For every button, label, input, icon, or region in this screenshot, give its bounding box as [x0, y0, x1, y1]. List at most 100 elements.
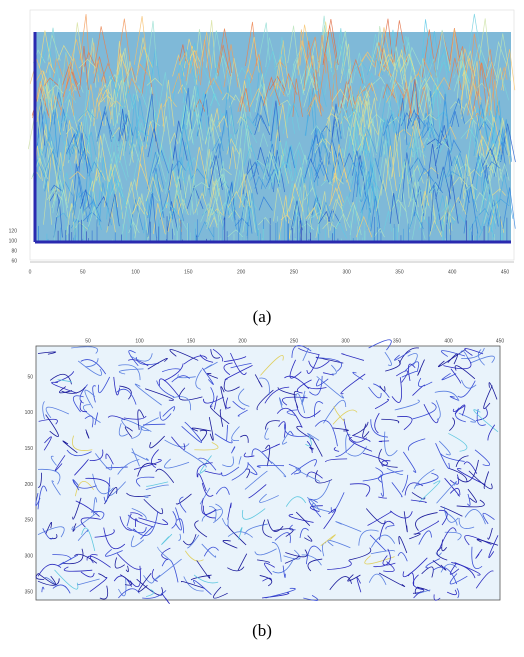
contour-line	[89, 554, 98, 564]
contour-line	[262, 519, 272, 538]
mesh-line	[36, 147, 47, 167]
contour-line	[487, 424, 496, 441]
contour-line	[440, 563, 458, 573]
contour-line	[341, 353, 365, 361]
mesh-line	[293, 167, 305, 191]
mesh-line	[499, 119, 513, 162]
mesh-line	[421, 112, 436, 141]
y-tick-label: 150	[25, 446, 34, 452]
contour-line	[119, 516, 135, 531]
contour-line	[196, 462, 213, 478]
mesh-line	[163, 96, 177, 108]
contour-line	[323, 399, 347, 424]
contour-line	[403, 511, 408, 533]
mesh-line	[354, 61, 367, 70]
mesh-line	[82, 114, 91, 158]
contour-line	[384, 431, 398, 457]
contour-line	[183, 449, 207, 468]
mesh-line	[423, 137, 434, 145]
mesh-line	[449, 27, 461, 62]
mesh-line	[316, 134, 329, 175]
contour-line	[225, 397, 231, 409]
mesh-line	[450, 155, 464, 180]
contour-line	[454, 404, 466, 416]
mesh-line	[324, 64, 337, 96]
mesh-line	[316, 138, 331, 146]
mesh-line	[475, 139, 485, 158]
mesh-line	[285, 146, 295, 169]
mesh-line	[290, 200, 303, 231]
contour-line	[316, 357, 342, 372]
mesh-line	[321, 125, 331, 133]
mesh-line	[186, 101, 203, 151]
contour-line	[401, 474, 409, 493]
contour-line	[347, 574, 361, 582]
contour-line	[383, 561, 395, 573]
mesh-line	[479, 174, 496, 213]
contour-line	[231, 426, 240, 442]
mesh-line	[405, 141, 414, 152]
mesh-line	[482, 88, 494, 128]
contour-line	[182, 534, 197, 546]
contour-line	[45, 406, 70, 419]
mesh-line	[44, 110, 58, 158]
mesh-line	[313, 197, 324, 219]
contour-line	[161, 592, 170, 604]
mesh-line	[443, 195, 453, 231]
mesh-line	[62, 51, 74, 84]
contour-line	[304, 535, 313, 542]
mesh-line	[239, 173, 251, 208]
contour-line	[365, 508, 386, 525]
contour-line	[157, 546, 172, 562]
mesh-line	[109, 88, 119, 124]
contour-line	[434, 390, 460, 402]
contour-line	[164, 458, 190, 469]
mesh-line	[152, 149, 170, 174]
mesh-line	[411, 90, 424, 118]
contour-line	[161, 533, 173, 545]
mesh-line	[389, 193, 399, 224]
mesh-line	[417, 167, 434, 182]
mesh-line	[357, 85, 371, 98]
mesh-line	[129, 143, 142, 166]
mesh-line	[346, 201, 361, 222]
contour-line	[455, 455, 469, 468]
contour-line	[161, 368, 181, 373]
contour-line	[118, 423, 128, 437]
contour-line	[54, 455, 66, 472]
contour-line	[283, 549, 301, 560]
mesh-line	[296, 40, 310, 70]
contour-line	[322, 542, 327, 557]
contour-line	[195, 369, 203, 390]
contour-line	[276, 407, 303, 429]
mesh-line	[393, 49, 408, 90]
mesh-line	[272, 142, 288, 187]
mesh-line	[244, 67, 253, 80]
contour-line	[120, 574, 133, 586]
contour-line	[136, 578, 164, 596]
contour-line	[142, 590, 167, 599]
mesh-line	[278, 99, 291, 106]
mesh-line	[279, 140, 294, 182]
mesh-line	[229, 94, 244, 108]
contour-line	[295, 511, 311, 527]
contour-line	[308, 498, 322, 518]
mesh-line	[109, 177, 123, 198]
contour-line	[308, 360, 330, 369]
contour-line	[438, 509, 448, 526]
contour-line	[119, 385, 132, 400]
mesh-line	[461, 48, 471, 69]
contour-line	[61, 386, 86, 394]
mesh-line	[287, 25, 299, 64]
mesh-line	[178, 52, 189, 66]
mesh-line	[88, 206, 99, 227]
mesh-line	[437, 101, 453, 149]
contour-line	[72, 479, 97, 489]
contour-line	[194, 442, 219, 451]
mesh-line	[270, 100, 281, 142]
contour-line	[305, 435, 312, 447]
contour-line	[89, 577, 108, 593]
mesh-line	[343, 61, 362, 80]
mesh-line	[382, 53, 395, 67]
mesh-line	[44, 148, 62, 192]
